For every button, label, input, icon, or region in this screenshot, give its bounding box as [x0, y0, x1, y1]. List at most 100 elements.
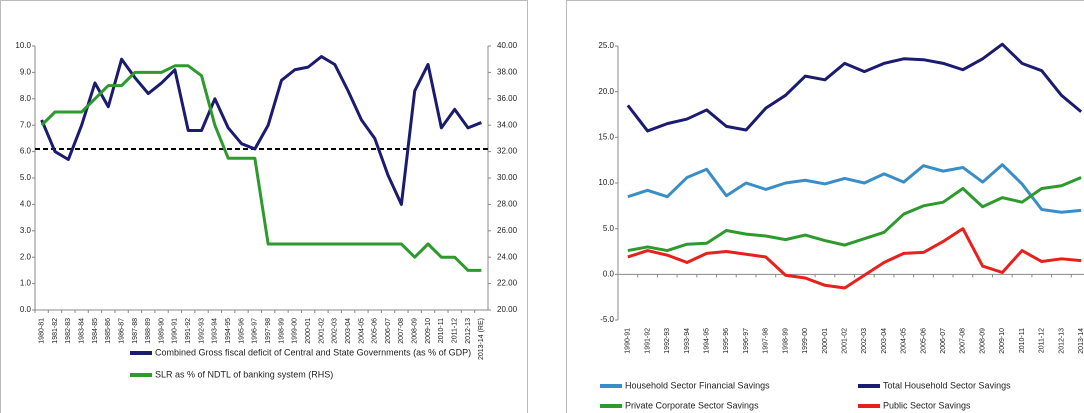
x-tick-label: 1982-83 — [65, 318, 72, 344]
y2-tick-label: 38.00 — [497, 68, 518, 77]
x-tick-label: 2009-10 — [999, 328, 1006, 354]
x-tick-label: 2001-02 — [841, 328, 848, 354]
x-tick-label: 1999-00 — [292, 318, 299, 344]
x-tick-label: 2010-11 — [1019, 328, 1026, 353]
x-tick-label: 1991-92 — [185, 318, 192, 344]
x-tick-label: 1990-91 — [172, 318, 179, 344]
x-tick-label: 2005-06 — [372, 318, 379, 344]
y-tick-label: 7.0 — [20, 120, 32, 129]
y-tick-label: 6.0 — [20, 147, 32, 156]
series-line — [40, 64, 482, 272]
x-tick-label: 2003-04 — [881, 328, 888, 354]
y-tick-label: 0.0 — [20, 305, 32, 314]
x-tick-label: 1987-88 — [132, 318, 139, 344]
series-line — [627, 176, 1082, 253]
y-tick-label: 5.0 — [20, 173, 32, 182]
series-line — [627, 163, 1082, 214]
x-tick-label: 1993-94 — [684, 328, 691, 354]
x-tick-label: 1996-97 — [252, 318, 259, 344]
y2-tick-label: 34.00 — [497, 120, 518, 129]
legend-label: Combined Gross fiscal deficit of Central… — [155, 347, 471, 357]
x-tick-label: 1986-87 — [118, 318, 125, 344]
x-tick-label: 2008-09 — [412, 318, 419, 344]
x-tick-label: 1998-99 — [278, 318, 285, 344]
legend-label: Household Sector Financial Savings — [625, 380, 770, 390]
x-tick-label: 2001-02 — [318, 318, 325, 344]
x-tick-label: 2009-10 — [425, 318, 432, 344]
x-tick-label: 2006-07 — [940, 328, 947, 354]
x-tick-label: 1991-92 — [644, 328, 651, 354]
series-line — [627, 227, 1082, 290]
x-tick-label: 2010-11 — [438, 318, 445, 343]
y2-tick-label: 30.00 — [497, 173, 518, 182]
legend-label: Private Corporate Sector Savings — [625, 400, 759, 410]
y-tick-label: 0.0 — [603, 269, 615, 278]
y-tick-label: 20.0 — [598, 87, 614, 96]
y2-tick-label: 20.00 — [497, 305, 518, 314]
x-tick-label: 1999-00 — [802, 328, 809, 354]
series-line — [40, 55, 482, 206]
y-tick-label: -5.0 — [600, 315, 614, 324]
x-tick-label: 2011-12 — [452, 318, 459, 343]
y-tick-label: 9.0 — [20, 68, 32, 77]
x-tick-label: 1998-99 — [782, 328, 789, 354]
y-tick-label: 5.0 — [603, 224, 615, 233]
x-tick-label: 1997-98 — [763, 328, 770, 354]
x-tick-label: 2006-07 — [385, 318, 392, 344]
x-tick-label: 1994-95 — [225, 318, 232, 344]
x-tick-label: 2004-05 — [358, 318, 365, 344]
y2-tick-label: 28.00 — [497, 200, 518, 209]
x-tick-label: 2007-08 — [960, 328, 967, 354]
y-tick-label: 4.0 — [20, 200, 32, 209]
x-tick-label: 2012-13 — [1058, 328, 1065, 354]
x-tick-label: 1993-94 — [212, 318, 219, 344]
x-tick-label: 1994-95 — [704, 328, 711, 354]
x-tick-label: 1995-96 — [723, 328, 730, 354]
y-tick-label: 10.0 — [15, 41, 31, 50]
x-tick-label: 1992-93 — [664, 328, 671, 354]
x-tick-label: 2012-13 — [465, 318, 472, 344]
x-tick-label: 1981-82 — [52, 318, 59, 344]
chart-frame — [566, 0, 1084, 413]
y2-tick-label: 22.00 — [497, 279, 518, 288]
x-tick-label: 1984-85 — [92, 318, 99, 344]
x-tick-label: 2000-01 — [305, 318, 312, 344]
x-tick-label: 2003-04 — [345, 318, 352, 344]
x-tick-label: 1997-98 — [265, 318, 272, 344]
x-tick-label: 2004-05 — [901, 328, 908, 354]
legend-label: SLR as % of NDTL of banking system (RHS) — [155, 369, 333, 379]
x-tick-label: 1990-91 — [625, 328, 632, 354]
x-tick-label: 2005-06 — [920, 328, 927, 354]
x-tick-label: 1992-93 — [198, 318, 205, 344]
x-tick-label: 2013-14 — [1078, 328, 1084, 354]
x-tick-label: 1985-86 — [105, 318, 112, 344]
x-tick-label: 1983-84 — [78, 318, 85, 344]
x-tick-label: 1980-81 — [39, 318, 46, 344]
x-tick-label: 2011-12 — [1039, 328, 1046, 353]
y2-tick-label: 36.00 — [497, 94, 518, 103]
chart-frame — [0, 0, 528, 413]
x-tick-label: 2002-03 — [332, 318, 339, 344]
y-tick-label: 8.0 — [20, 94, 32, 103]
y-tick-label: 3.0 — [20, 226, 32, 235]
y2-tick-label: 24.00 — [497, 252, 518, 261]
x-tick-label: 2013-14 (RE) — [478, 318, 485, 360]
x-tick-label: 2007-08 — [398, 318, 405, 344]
y-tick-label: 2.0 — [20, 252, 32, 261]
y-tick-label: 25.0 — [598, 41, 614, 50]
y2-tick-label: 32.00 — [497, 147, 518, 156]
y2-tick-label: 26.00 — [497, 226, 518, 235]
y-tick-label: 15.0 — [598, 132, 614, 141]
series-line — [626, 42, 1083, 133]
x-tick-label: 1989-90 — [158, 318, 165, 344]
legend-label: Public Sector Savings — [883, 400, 971, 410]
x-tick-label: 2000-01 — [822, 328, 829, 354]
x-tick-label: 1995-96 — [238, 318, 245, 344]
x-tick-label: 1996-97 — [743, 328, 750, 354]
x-tick-label: 2008-09 — [979, 328, 986, 354]
y2-tick-label: 40.00 — [497, 41, 518, 50]
y-tick-label: 10.0 — [598, 178, 614, 187]
x-tick-label: 1988-89 — [145, 318, 152, 344]
y-tick-label: 1.0 — [20, 279, 32, 288]
x-tick-label: 2002-03 — [861, 328, 868, 354]
